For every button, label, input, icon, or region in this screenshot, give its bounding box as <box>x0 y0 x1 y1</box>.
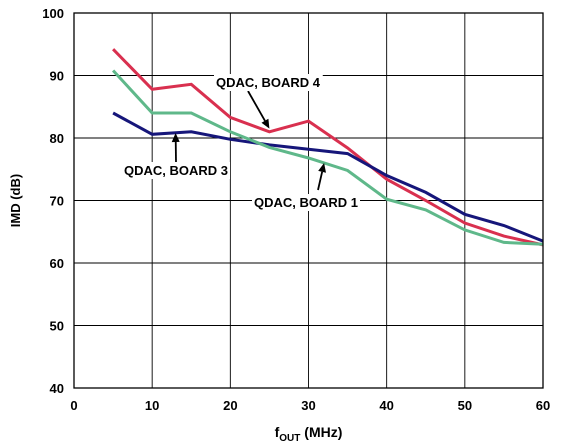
annotation-arrow-head-2 <box>171 133 180 143</box>
x-axis-title-unit: (MHz) <box>300 424 342 440</box>
series-line-qdac-board-4 <box>112 48 544 247</box>
annotation-label-1: QDAC, BOARD 4 <box>216 75 321 90</box>
x-axis-title-main: f <box>275 424 280 440</box>
series-lines <box>111 48 544 247</box>
annotations: QDAC, BOARD 4 QDAC, BOARD 3 QDAC, BOARD 1 <box>121 74 361 211</box>
tick-labels: 0 10 20 30 40 50 60 40 50 60 70 80 90 100 <box>42 6 550 413</box>
y-tick-label-5: 90 <box>50 69 64 84</box>
y-tick-label-2: 60 <box>50 256 64 271</box>
series-line-qdac-board-3 <box>112 111 544 243</box>
x-tick-label-0: 0 <box>70 398 77 413</box>
y-tick-label-3: 70 <box>50 194 64 209</box>
x-tick-label-5: 50 <box>458 398 472 413</box>
y-axis-title: IMD (dB) <box>8 174 23 227</box>
annotation-label-3: QDAC, BOARD 1 <box>254 195 358 210</box>
x-tick-label-1: 10 <box>145 398 159 413</box>
x-tick-label-6: 60 <box>536 398 550 413</box>
y-tick-label-1: 50 <box>50 319 64 334</box>
x-axis-title-sub: OUT <box>279 433 300 444</box>
y-tick-label-6: 100 <box>42 6 64 21</box>
series-line-qdac-board-1 <box>111 69 544 246</box>
x-tick-label-2: 20 <box>223 398 237 413</box>
y-tick-label-4: 80 <box>50 131 64 146</box>
plot-frame <box>73 12 544 389</box>
annotation-label-bg-1 <box>213 74 323 91</box>
annotation-label-2: QDAC, BOARD 3 <box>124 163 228 178</box>
x-tick-label-4: 40 <box>379 398 393 413</box>
x-axis-title: fOUT (MHz) <box>275 424 343 444</box>
annotation-label-bg-2 <box>121 162 231 179</box>
annotation-arrow-head-1 <box>261 118 270 129</box>
annotation-arrow-shaft-1 <box>247 90 266 122</box>
x-tick-label-3: 30 <box>301 398 315 413</box>
annotation-arrow-head-3 <box>318 163 326 173</box>
annotation-arrow-shaft-3 <box>317 171 324 191</box>
annotation-label-bg-3 <box>251 194 361 211</box>
y-tick-label-0: 40 <box>50 381 64 396</box>
